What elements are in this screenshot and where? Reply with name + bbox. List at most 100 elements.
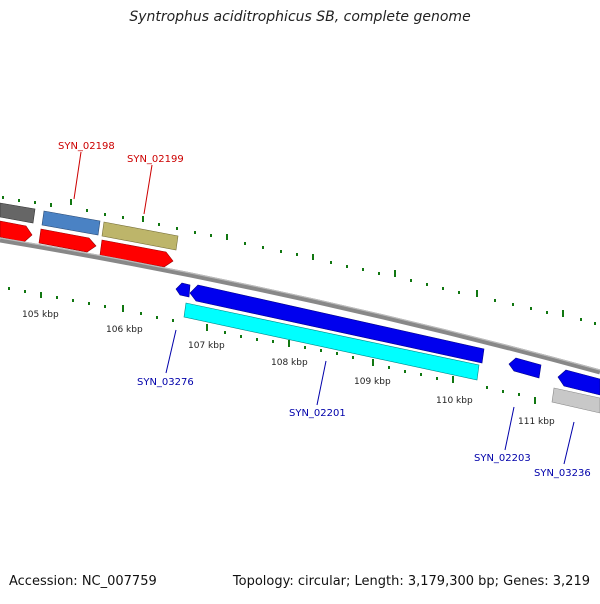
major-tick	[562, 310, 564, 317]
minor-tick	[104, 305, 106, 308]
minor-tick	[420, 373, 422, 376]
minor-tick	[158, 223, 160, 226]
minor-tick	[518, 393, 520, 396]
minor-tick	[140, 312, 142, 315]
gene-feature-syn-02199[interactable]	[101, 221, 179, 251]
minor-tick	[194, 231, 196, 234]
minor-tick	[272, 340, 274, 343]
cds-feature-reverse[interactable]	[508, 357, 542, 379]
minor-tick	[88, 302, 90, 305]
major-tick	[288, 340, 290, 347]
minor-tick	[18, 199, 20, 202]
tick-label-111: 111 kbp	[518, 417, 555, 427]
minor-tick	[458, 291, 460, 294]
minor-tick	[502, 390, 504, 393]
minor-tick	[486, 386, 488, 389]
minor-tick	[494, 299, 496, 302]
forward-cds-row	[0, 220, 174, 268]
cds-feature[interactable]	[38, 228, 97, 253]
reverse-cds-row	[175, 282, 600, 396]
major-tick	[40, 292, 42, 298]
minor-tick	[336, 352, 338, 355]
gene-label-syn-03276[interactable]: SYN_03276	[137, 377, 194, 388]
minor-tick	[24, 290, 26, 293]
major-tick	[122, 305, 124, 312]
tick-label-105: 105 kbp	[22, 310, 59, 320]
tick-label-106: 106 kbp	[106, 325, 143, 335]
gene-label-syn-02203[interactable]: SYN_02203	[474, 453, 531, 464]
minor-tick	[240, 335, 242, 338]
cds-feature[interactable]	[99, 239, 174, 268]
minor-tick	[546, 311, 548, 314]
outer-tick-ring	[2, 196, 596, 325]
tick-label-107: 107 kbp	[188, 341, 225, 351]
minor-tick	[172, 319, 174, 322]
minor-tick	[72, 299, 74, 302]
genome-backbone	[0, 237, 600, 375]
gene-label-syn-02198[interactable]: SYN_02198	[58, 141, 115, 152]
reverse-strand-features	[183, 302, 600, 414]
tick-label-109: 109 kbp	[354, 377, 391, 387]
minor-tick	[122, 216, 124, 219]
minor-tick	[346, 265, 348, 268]
gene-feature-syn-02198[interactable]	[41, 210, 101, 236]
major-tick	[394, 270, 396, 277]
major-tick	[534, 397, 536, 404]
gene-labels: SYN_02198 SYN_02199 SYN_03276 SYN_02201 …	[58, 141, 591, 479]
minor-tick	[34, 201, 36, 204]
minor-tick	[86, 209, 88, 212]
major-tick	[206, 324, 208, 331]
minor-tick	[56, 296, 58, 299]
major-tick	[452, 376, 454, 383]
minor-tick	[410, 279, 412, 282]
minor-tick	[224, 331, 226, 334]
minor-tick	[320, 349, 322, 352]
leader-line-syn-02199	[143, 164, 153, 215]
leader-line-syn-03236	[563, 421, 575, 465]
genome-backbone-highlight	[0, 237, 600, 371]
accession-text: Accession: NC_007759	[9, 574, 157, 589]
minor-tick	[210, 234, 212, 237]
tick-labels: 105 kbp 106 kbp 107 kbp 108 kbp 109 kbp …	[22, 310, 555, 427]
cds-feature-reverse[interactable]	[175, 282, 191, 298]
minor-tick	[594, 322, 596, 325]
minor-tick	[404, 370, 406, 373]
gene-label-syn-03236[interactable]: SYN_03236	[534, 468, 591, 479]
minor-tick	[512, 303, 514, 306]
minor-tick	[2, 196, 4, 199]
minor-tick	[256, 338, 258, 341]
minor-tick	[530, 307, 532, 310]
major-tick	[226, 234, 228, 240]
tick-label-110: 110 kbp	[436, 396, 473, 406]
genome-summary-text: Topology: circular; Length: 3,179,300 bp…	[232, 574, 590, 589]
minor-tick	[362, 268, 364, 271]
cds-feature[interactable]	[0, 220, 33, 243]
forward-strand-features	[0, 202, 179, 251]
leader-line-syn-02198	[73, 151, 82, 200]
minor-tick	[280, 250, 282, 253]
minor-tick	[8, 287, 10, 290]
cds-feature-reverse[interactable]	[189, 284, 485, 364]
gene-feature-syn-03236[interactable]	[551, 387, 600, 414]
major-tick	[70, 199, 72, 205]
label-leaders	[73, 151, 575, 465]
minor-tick	[156, 316, 158, 319]
minor-tick	[296, 253, 298, 256]
major-tick	[142, 216, 144, 222]
minor-tick	[50, 203, 52, 207]
gene-label-syn-02201[interactable]: SYN_02201	[289, 408, 346, 419]
cds-feature-reverse[interactable]	[557, 369, 600, 396]
gene-label-syn-02199[interactable]: SYN_02199	[127, 154, 184, 165]
minor-tick	[378, 272, 380, 275]
gene-feature-grey[interactable]	[0, 202, 36, 224]
minor-tick	[442, 287, 444, 290]
minor-tick	[176, 227, 178, 230]
minor-tick	[262, 246, 264, 249]
minor-tick	[426, 283, 428, 286]
minor-tick	[304, 346, 306, 349]
minor-tick	[388, 366, 390, 369]
gene-feature-syn-02201[interactable]	[183, 302, 480, 381]
major-tick	[476, 290, 478, 297]
